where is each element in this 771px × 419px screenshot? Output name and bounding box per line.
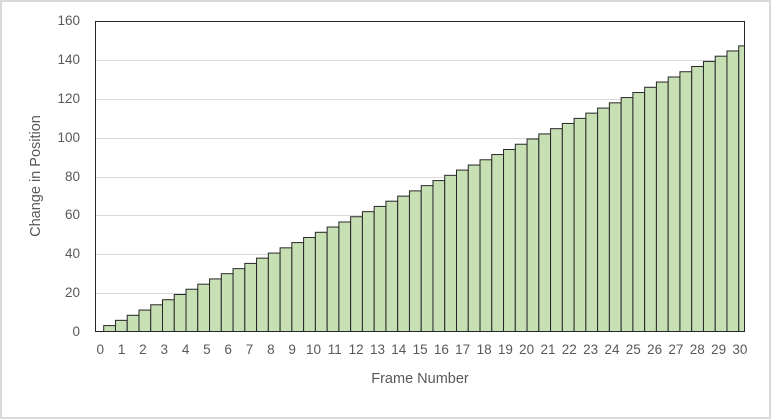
bar xyxy=(726,50,740,332)
bar xyxy=(126,314,140,332)
bar xyxy=(550,128,563,332)
bar xyxy=(597,107,610,332)
y-tick-label: 20 xyxy=(64,285,80,301)
bar xyxy=(573,117,587,332)
x-tick-label: 15 xyxy=(412,342,428,357)
bar xyxy=(397,195,410,332)
y-tick-label: 120 xyxy=(57,90,80,106)
bar xyxy=(373,205,387,332)
bar xyxy=(303,237,316,332)
x-tick-label: 4 xyxy=(181,342,190,357)
bar xyxy=(620,97,634,332)
bar xyxy=(173,293,187,332)
bar xyxy=(644,86,657,332)
bar xyxy=(655,81,669,332)
x-tick-label: 7 xyxy=(245,342,254,357)
bar xyxy=(256,257,269,332)
bar xyxy=(608,102,622,332)
x-tick-label: 26 xyxy=(647,342,663,357)
x-tick-label: 21 xyxy=(540,342,556,357)
bar xyxy=(444,174,457,332)
bar xyxy=(561,122,575,332)
bar xyxy=(420,185,434,332)
x-tick-label: 24 xyxy=(604,342,620,357)
x-tick-label: 20 xyxy=(519,342,535,357)
x-tick-label: 27 xyxy=(668,342,684,357)
bar xyxy=(385,200,399,332)
bar xyxy=(350,216,363,332)
bar xyxy=(279,247,293,332)
x-tick-label: 25 xyxy=(625,342,641,357)
bar xyxy=(503,148,516,332)
bar xyxy=(702,60,716,332)
x-tick-label: 17 xyxy=(455,342,471,357)
bar xyxy=(197,283,211,332)
bar xyxy=(585,112,599,332)
x-tick-label: 8 xyxy=(267,342,275,357)
y-tick-label: 80 xyxy=(64,168,80,184)
x-tick-label: 22 xyxy=(561,342,577,357)
x-tick-label: 10 xyxy=(305,342,322,357)
bar xyxy=(232,268,246,332)
x-tick-label: 5 xyxy=(203,342,211,357)
y-tick-label: 100 xyxy=(57,129,80,145)
bar xyxy=(338,221,352,332)
x-tick-label: 11 xyxy=(327,342,342,357)
bar xyxy=(150,304,164,332)
bar xyxy=(267,252,281,332)
bar xyxy=(361,211,375,332)
bar xyxy=(479,159,493,332)
x-tick-label: 14 xyxy=(391,342,407,357)
bar xyxy=(220,273,234,332)
bar xyxy=(326,226,340,332)
y-tick-label: 40 xyxy=(64,246,80,262)
bar xyxy=(138,309,152,332)
y-tick-label: 0 xyxy=(72,324,80,339)
bar-plot-svg xyxy=(95,21,745,332)
bar xyxy=(408,190,422,332)
bar xyxy=(456,169,469,332)
bar xyxy=(291,242,305,332)
x-tick-label: 19 xyxy=(497,342,513,357)
bar xyxy=(691,65,704,332)
x-tick-label: 2 xyxy=(139,342,147,357)
bar xyxy=(538,133,552,332)
bar xyxy=(244,262,258,332)
bar xyxy=(679,71,693,332)
bar xyxy=(162,299,175,332)
bar xyxy=(632,92,646,332)
x-axis-title: Frame Number xyxy=(371,371,469,387)
y-tick-label: 60 xyxy=(64,207,80,223)
x-tick-label: 0 xyxy=(96,342,105,357)
bar xyxy=(526,138,540,332)
x-tick-label: 6 xyxy=(224,342,232,357)
x-tick-label: 3 xyxy=(160,342,169,357)
x-tick-label: 29 xyxy=(711,342,727,357)
bar xyxy=(209,278,222,332)
x-tick-label: 28 xyxy=(689,342,705,357)
bar xyxy=(185,288,199,332)
bar xyxy=(667,76,681,332)
bar xyxy=(314,231,328,332)
bar xyxy=(114,319,128,332)
x-tick-label: 23 xyxy=(583,342,599,357)
x-tick-label: 12 xyxy=(348,342,364,357)
bar xyxy=(467,164,481,332)
x-tick-label: 9 xyxy=(288,342,296,357)
x-tick-label: 13 xyxy=(369,342,386,357)
bar xyxy=(432,180,446,332)
plot-border xyxy=(95,21,745,332)
y-tick-label: 140 xyxy=(57,51,80,67)
bar xyxy=(514,143,528,332)
x-tick-label: 18 xyxy=(476,342,492,357)
bar xyxy=(491,154,505,332)
bar xyxy=(714,55,728,332)
x-tick-label: 1 xyxy=(117,342,126,357)
x-tick-label: 16 xyxy=(433,342,449,357)
y-tick-label: 160 xyxy=(57,13,80,28)
x-tick-label: 30 xyxy=(732,342,748,357)
plot-area xyxy=(95,21,745,332)
